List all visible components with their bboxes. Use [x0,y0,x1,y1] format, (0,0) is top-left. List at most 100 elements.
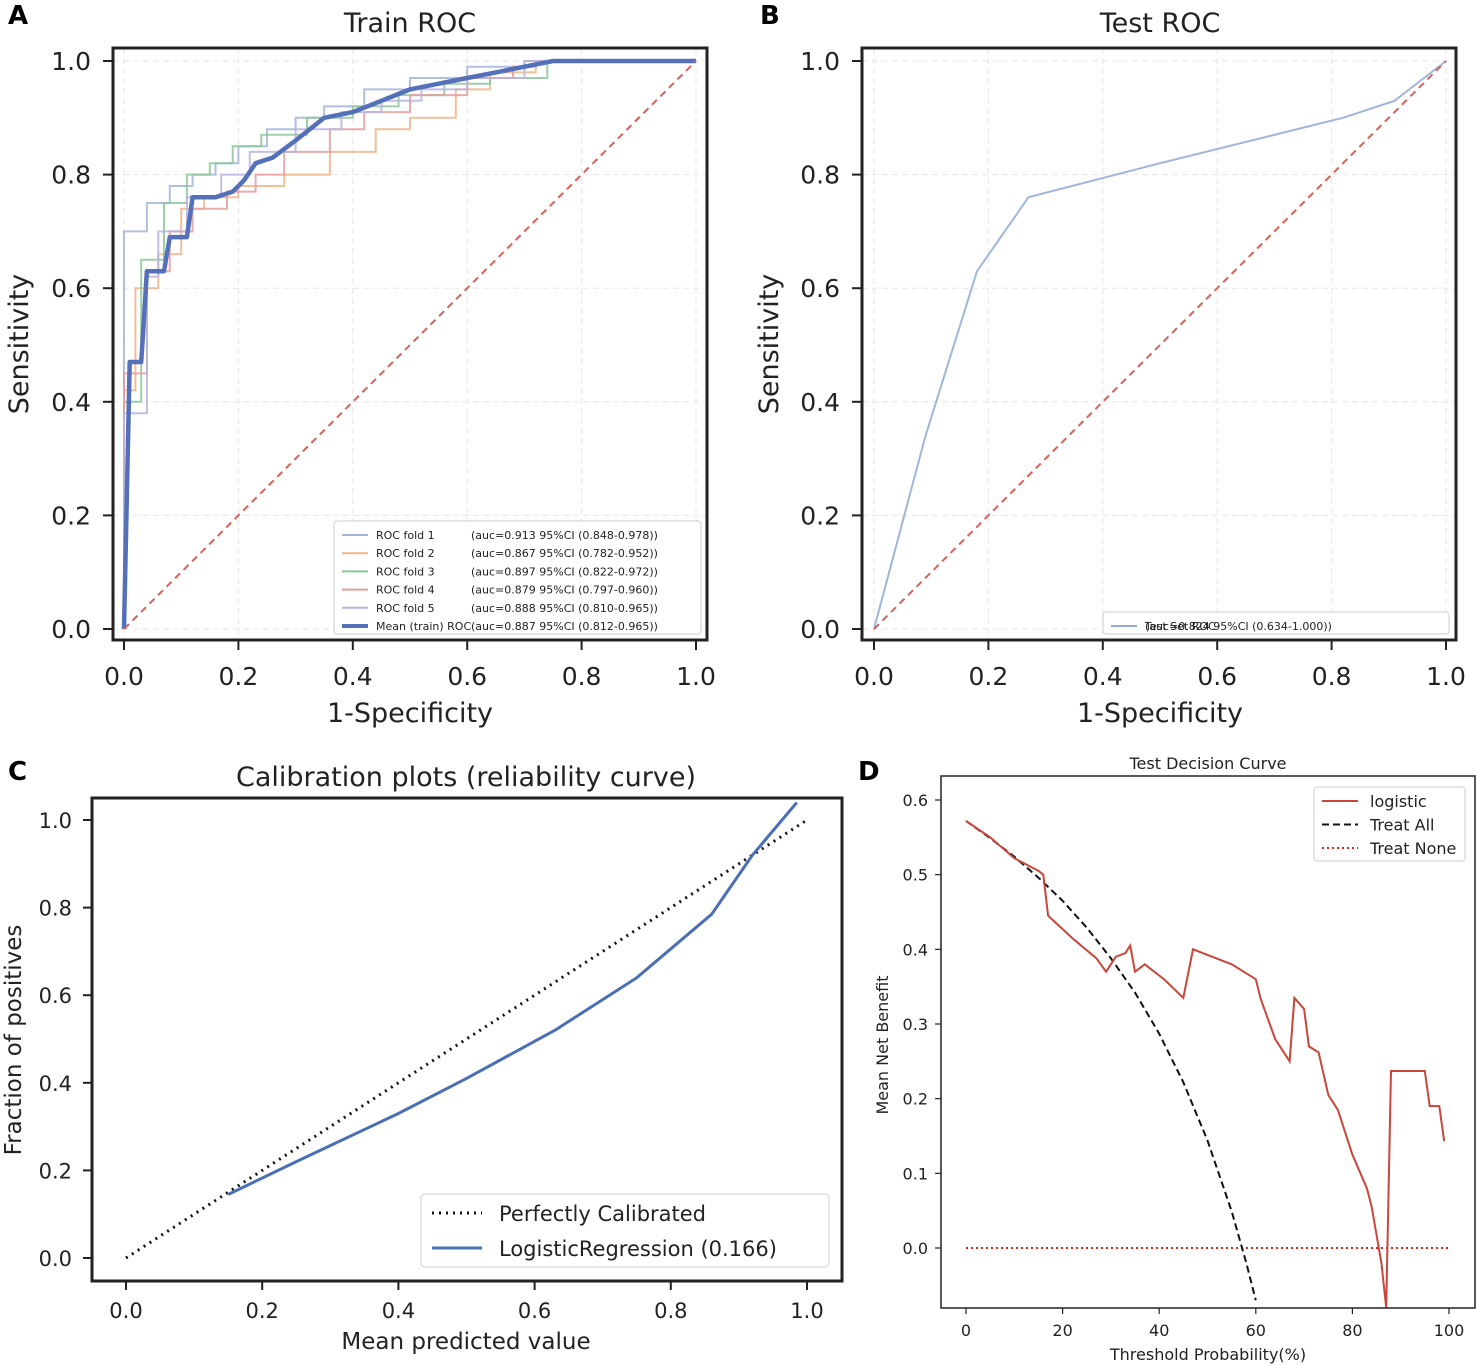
roc-curve [873,60,1447,630]
x-tick-label: 0.4 [382,1299,415,1323]
legend: logistic Treat All Treat None [1313,786,1466,862]
legend: Perfectly Calibrated LogisticRegression (… [420,1193,830,1268]
legend-label: ROC fold 4 [376,584,435,597]
legend: Test Set ROC(auc=0.824 95%CI (0.634-1.00… [1102,611,1450,635]
y-tick-label: 0.8 [39,897,72,921]
legend-label: Treat All [1369,816,1435,835]
y-tick-label: 0.4 [51,388,91,417]
x-tick-label: 0.4 [333,662,373,691]
roc-curve [123,60,696,629]
treat-all-curve [965,820,1257,1301]
legend-auc: (auc=0.897 95%CI (0.822-0.972)) [471,565,658,578]
perfect-calibration-line [125,818,808,1260]
plot-series [125,801,808,1260]
plot-frame [111,46,709,642]
panel-letter-c: C [8,757,27,787]
axis-ticks: 0 20 40 60 80 100 0.0 0.1 0.2 0.3 0.4 0.5 0.6 [903,791,1465,1340]
x-axis-label: 1-Specificity [327,698,493,729]
x-tick-label: 1.0 [1426,662,1466,691]
panel-letter-b: B [760,1,780,31]
roc-curve [123,60,696,629]
legend-auc: (auc=0.913 95%CI (0.848-0.978)) [471,529,658,542]
legend-box [333,520,702,635]
legend-label: Mean (train) ROC [376,620,471,633]
calibration-curve [227,801,798,1196]
panel-test-roc: Test ROC 0.0 0.0 0.2 0.2 0.4 0.4 0.6 0.6 0.8 0.8 1… [754,8,1466,729]
y-tick-label: 0.4 [39,1072,72,1096]
legend-auc: (auc=0.824 95%CI (0.634-1.000)) [1145,620,1332,633]
y-tick-label: 0.6 [903,791,928,810]
legend-label: ROC fold 2 [376,547,435,560]
x-tick-label: 20 [1052,1321,1072,1340]
x-axis-label: Threshold Probability(%) [1109,1345,1306,1364]
x-tick-label: 0.8 [654,1299,687,1323]
x-tick-label: 0 [961,1321,971,1340]
panel-letter-d: D [858,757,880,787]
legend-label: logistic [1370,792,1427,811]
x-tick-label: 0.2 [219,662,259,691]
legend-label: ROC fold 3 [376,565,435,578]
y-tick-label: 0.6 [51,274,91,303]
y-tick-label: 0.6 [39,984,72,1008]
chart-title: Test ROC [1099,8,1221,39]
x-tick-label: 0.0 [854,662,894,691]
x-tick-label: 100 [1434,1321,1465,1340]
y-tick-label: 0.4 [903,940,928,959]
x-tick-label: 0.8 [562,662,602,691]
x-tick-label: 80 [1342,1321,1362,1340]
x-tick-label: 0.0 [109,1299,142,1323]
x-tick-label: 40 [1149,1321,1169,1340]
legend-label: LogisticRegression (0.166) [499,1237,777,1261]
y-tick-label: 1.0 [51,47,91,76]
y-tick-label: 0.0 [800,615,840,644]
chance-line [123,60,697,630]
x-tick-label: 0.6 [518,1299,551,1323]
logistic-net-benefit-curve [965,820,1446,1308]
y-tick-label: 1.0 [800,47,840,76]
y-tick-label: 0.0 [51,615,91,644]
y-axis-label: Mean Net Benefit [873,975,892,1114]
axis-ticks: 0.0 0.0 0.2 0.2 0.4 0.4 0.6 0.6 0.8 0.8 1.0 1.0 [800,47,1466,691]
plot-series [873,60,1447,630]
axis-ticks: 0.0 0.0 0.2 0.2 0.4 0.4 0.6 0.6 0.8 0.8 1.0 1.0 [39,809,824,1323]
legend-box [1102,611,1450,635]
chart-title: Test Decision Curve [1129,754,1287,773]
legend-label: Perfectly Calibrated [499,1202,706,1226]
panel-train-roc: Train ROC 0.0 0.0 0.2 0.2 0.4 0.4 0.6 0.6 0.8 0.8… [4,8,716,729]
x-axis-label: Mean predicted value [341,1329,590,1355]
y-tick-label: 0.6 [800,274,840,303]
legend-auc: (auc=0.888 95%CI (0.810-0.965)) [471,602,658,615]
y-tick-label: 0.1 [903,1164,928,1183]
plot-frame [940,775,1476,1309]
x-tick-label: 0.0 [104,662,144,691]
y-axis-label: Fraction of positives [1,925,27,1156]
legend-auc: (auc=0.887 95%CI (0.812-0.965)) [471,620,658,633]
y-tick-label: 0.4 [800,388,840,417]
legend-box [1313,786,1466,862]
y-tick-label: 0.3 [903,1015,928,1034]
x-axis-label: 1-Specificity [1077,698,1243,729]
y-tick-label: 0.2 [903,1090,928,1109]
y-tick-label: 0.0 [903,1239,928,1258]
legend-box [420,1193,830,1268]
legend-label: ROC fold 5 [376,602,435,615]
y-tick-label: 0.5 [903,866,928,885]
plot-frame [860,46,1458,642]
plot-frame [90,796,844,1283]
x-tick-label: 0.6 [447,662,487,691]
plot-series [121,58,697,630]
legend-label: ROC fold 1 [376,529,435,542]
chance-line [873,60,1447,630]
x-tick-label: 0.4 [1083,662,1123,691]
chart-title: Calibration plots (reliability curve) [236,762,696,793]
mean-roc-curve [121,58,696,630]
chart-title: Train ROC [343,8,476,39]
legend: ROC fold 1 (auc=0.913 95%CI (0.848-0.978)… [333,520,702,635]
y-tick-label: 0.0 [39,1247,72,1271]
roc-curve [123,60,696,629]
panel-calibration: Calibration plots (reliability curve) 0.… [1,762,844,1355]
x-tick-label: 0.2 [969,662,1009,691]
y-tick-label: 1.0 [39,809,72,833]
y-tick-label: 0.8 [51,161,91,190]
